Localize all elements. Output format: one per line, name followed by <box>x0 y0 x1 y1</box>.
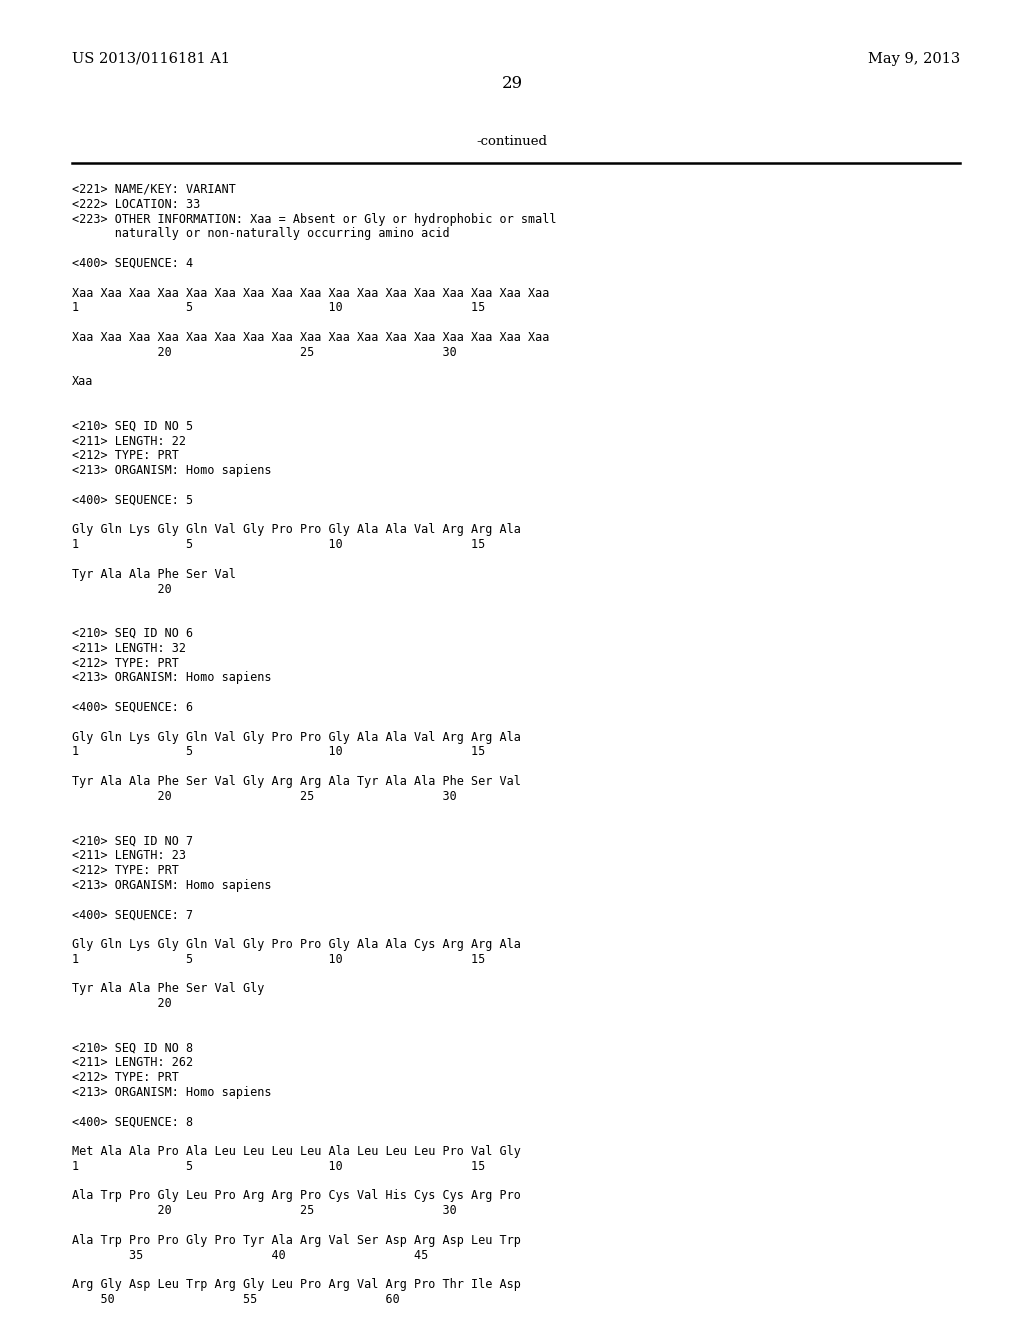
Text: Tyr Ala Ala Phe Ser Val: Tyr Ala Ala Phe Ser Val <box>72 568 236 581</box>
Text: 35                  40                  45: 35 40 45 <box>72 1249 428 1262</box>
Text: <210> SEQ ID NO 7: <210> SEQ ID NO 7 <box>72 834 194 847</box>
Text: <210> SEQ ID NO 6: <210> SEQ ID NO 6 <box>72 627 194 640</box>
Text: <211> LENGTH: 262: <211> LENGTH: 262 <box>72 1056 194 1069</box>
Text: <213> ORGANISM: Homo sapiens: <213> ORGANISM: Homo sapiens <box>72 1086 271 1098</box>
Text: 1               5                   10                  15: 1 5 10 15 <box>72 953 485 966</box>
Text: <400> SEQUENCE: 8: <400> SEQUENCE: 8 <box>72 1115 194 1129</box>
Text: Tyr Ala Ala Phe Ser Val Gly: Tyr Ala Ala Phe Ser Val Gly <box>72 982 264 995</box>
Text: Met Ala Ala Pro Ala Leu Leu Leu Leu Ala Leu Leu Leu Pro Val Gly: Met Ala Ala Pro Ala Leu Leu Leu Leu Ala … <box>72 1144 521 1158</box>
Text: Arg Gly Asp Leu Trp Arg Gly Leu Pro Arg Val Arg Pro Thr Ile Asp: Arg Gly Asp Leu Trp Arg Gly Leu Pro Arg … <box>72 1278 521 1291</box>
Text: 1               5                   10                  15: 1 5 10 15 <box>72 539 485 552</box>
Text: Xaa Xaa Xaa Xaa Xaa Xaa Xaa Xaa Xaa Xaa Xaa Xaa Xaa Xaa Xaa Xaa Xaa: Xaa Xaa Xaa Xaa Xaa Xaa Xaa Xaa Xaa Xaa … <box>72 286 549 300</box>
Text: Ala Trp Pro Gly Leu Pro Arg Arg Pro Cys Val His Cys Cys Arg Pro: Ala Trp Pro Gly Leu Pro Arg Arg Pro Cys … <box>72 1189 521 1203</box>
Text: <221> NAME/KEY: VARIANT: <221> NAME/KEY: VARIANT <box>72 183 236 195</box>
Text: <213> ORGANISM: Homo sapiens: <213> ORGANISM: Homo sapiens <box>72 672 271 684</box>
Text: <400> SEQUENCE: 4: <400> SEQUENCE: 4 <box>72 257 194 271</box>
Text: Xaa: Xaa <box>72 375 93 388</box>
Text: -continued: -continued <box>476 135 548 148</box>
Text: <223> OTHER INFORMATION: Xaa = Absent or Gly or hydrophobic or small: <223> OTHER INFORMATION: Xaa = Absent or… <box>72 213 556 226</box>
Text: <210> SEQ ID NO 8: <210> SEQ ID NO 8 <box>72 1041 194 1055</box>
Text: <212> TYPE: PRT: <212> TYPE: PRT <box>72 656 179 669</box>
Text: Ala Trp Pro Pro Gly Pro Tyr Ala Arg Val Ser Asp Arg Asp Leu Trp: Ala Trp Pro Pro Gly Pro Tyr Ala Arg Val … <box>72 1234 521 1247</box>
Text: naturally or non-naturally occurring amino acid: naturally or non-naturally occurring ami… <box>72 227 450 240</box>
Text: <211> LENGTH: 32: <211> LENGTH: 32 <box>72 642 186 655</box>
Text: Xaa Xaa Xaa Xaa Xaa Xaa Xaa Xaa Xaa Xaa Xaa Xaa Xaa Xaa Xaa Xaa Xaa: Xaa Xaa Xaa Xaa Xaa Xaa Xaa Xaa Xaa Xaa … <box>72 331 549 345</box>
Text: 50                  55                  60: 50 55 60 <box>72 1294 399 1305</box>
Text: 1               5                   10                  15: 1 5 10 15 <box>72 301 485 314</box>
Text: Tyr Ala Ala Phe Ser Val Gly Arg Arg Ala Tyr Ala Ala Phe Ser Val: Tyr Ala Ala Phe Ser Val Gly Arg Arg Ala … <box>72 775 521 788</box>
Text: <213> ORGANISM: Homo sapiens: <213> ORGANISM: Homo sapiens <box>72 879 271 891</box>
Text: Gly Gln Lys Gly Gln Val Gly Pro Pro Gly Ala Ala Val Arg Arg Ala: Gly Gln Lys Gly Gln Val Gly Pro Pro Gly … <box>72 730 521 743</box>
Text: <400> SEQUENCE: 7: <400> SEQUENCE: 7 <box>72 908 194 921</box>
Text: 20                  25                  30: 20 25 30 <box>72 346 457 359</box>
Text: <213> ORGANISM: Homo sapiens: <213> ORGANISM: Homo sapiens <box>72 465 271 478</box>
Text: 29: 29 <box>502 75 522 92</box>
Text: May 9, 2013: May 9, 2013 <box>867 51 961 66</box>
Text: 20: 20 <box>72 582 172 595</box>
Text: <211> LENGTH: 23: <211> LENGTH: 23 <box>72 849 186 862</box>
Text: <211> LENGTH: 22: <211> LENGTH: 22 <box>72 434 186 447</box>
Text: <212> TYPE: PRT: <212> TYPE: PRT <box>72 863 179 876</box>
Text: 20: 20 <box>72 997 172 1010</box>
Text: <222> LOCATION: 33: <222> LOCATION: 33 <box>72 198 201 211</box>
Text: Gly Gln Lys Gly Gln Val Gly Pro Pro Gly Ala Ala Cys Arg Arg Ala: Gly Gln Lys Gly Gln Val Gly Pro Pro Gly … <box>72 937 521 950</box>
Text: 20                  25                  30: 20 25 30 <box>72 1204 457 1217</box>
Text: <400> SEQUENCE: 6: <400> SEQUENCE: 6 <box>72 701 194 714</box>
Text: 1               5                   10                  15: 1 5 10 15 <box>72 746 485 759</box>
Text: <212> TYPE: PRT: <212> TYPE: PRT <box>72 449 179 462</box>
Text: US 2013/0116181 A1: US 2013/0116181 A1 <box>72 51 230 66</box>
Text: <210> SEQ ID NO 5: <210> SEQ ID NO 5 <box>72 420 194 433</box>
Text: 1               5                   10                  15: 1 5 10 15 <box>72 1160 485 1172</box>
Text: 20                  25                  30: 20 25 30 <box>72 789 457 803</box>
Text: Gly Gln Lys Gly Gln Val Gly Pro Pro Gly Ala Ala Val Arg Arg Ala: Gly Gln Lys Gly Gln Val Gly Pro Pro Gly … <box>72 524 521 536</box>
Text: <400> SEQUENCE: 5: <400> SEQUENCE: 5 <box>72 494 194 507</box>
Text: <212> TYPE: PRT: <212> TYPE: PRT <box>72 1071 179 1084</box>
